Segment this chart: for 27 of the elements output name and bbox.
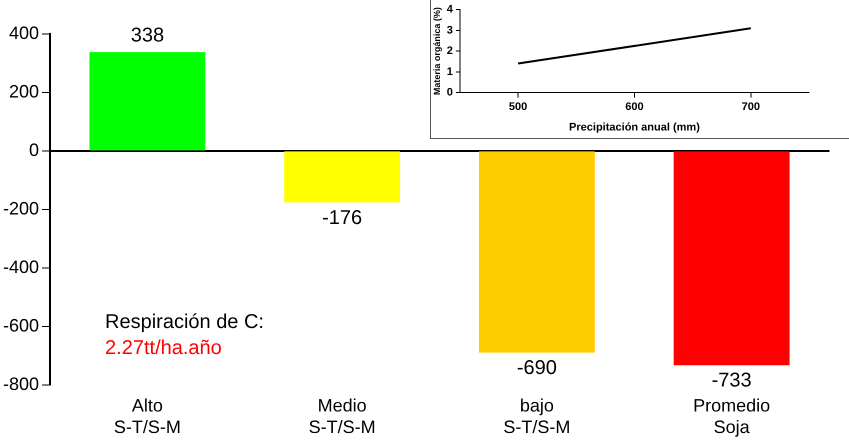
x-tick-label: bajo S-T/S-M <box>503 396 570 438</box>
x-axis-title: Precipitación anual (mm) <box>569 121 700 134</box>
y-tick-label: 0 <box>29 140 40 160</box>
x-tick-label: 600 <box>625 101 644 114</box>
y-tick-label: 400 <box>8 22 40 43</box>
y-tick-label: -600 <box>2 315 40 336</box>
data-label: 338 <box>130 24 164 47</box>
y-axis-title: Materia orgánica (%) <box>432 7 442 96</box>
y-tick-label: 3 <box>446 24 453 36</box>
annotation: 2.27tt/ha.año <box>105 336 222 359</box>
y-tick-label: 2 <box>446 45 453 58</box>
x-tick-label: Medio S-T/S-M <box>308 396 376 438</box>
y-tick-label: 0 <box>446 86 453 99</box>
y-tick-label: -200 <box>2 198 40 218</box>
y-tick-label: -400 <box>2 256 40 277</box>
x-tick-label: 700 <box>742 101 760 114</box>
annotation: Respiración de C: <box>105 310 264 333</box>
x-tick-label: Alto S-T/S-M <box>114 396 181 438</box>
x-tick-label: 500 <box>508 101 528 114</box>
x-tick-label: Promedio Soja <box>693 396 770 438</box>
y-tick-label: 4 <box>446 4 454 16</box>
y-tick-label: -800 <box>2 374 40 394</box>
data-label: -176 <box>322 206 362 229</box>
y-tick-label: 200 <box>8 81 40 102</box>
y-tick-label: 1 <box>446 66 453 78</box>
data-label: -690 <box>516 357 557 380</box>
data-label: -733 <box>712 370 752 392</box>
